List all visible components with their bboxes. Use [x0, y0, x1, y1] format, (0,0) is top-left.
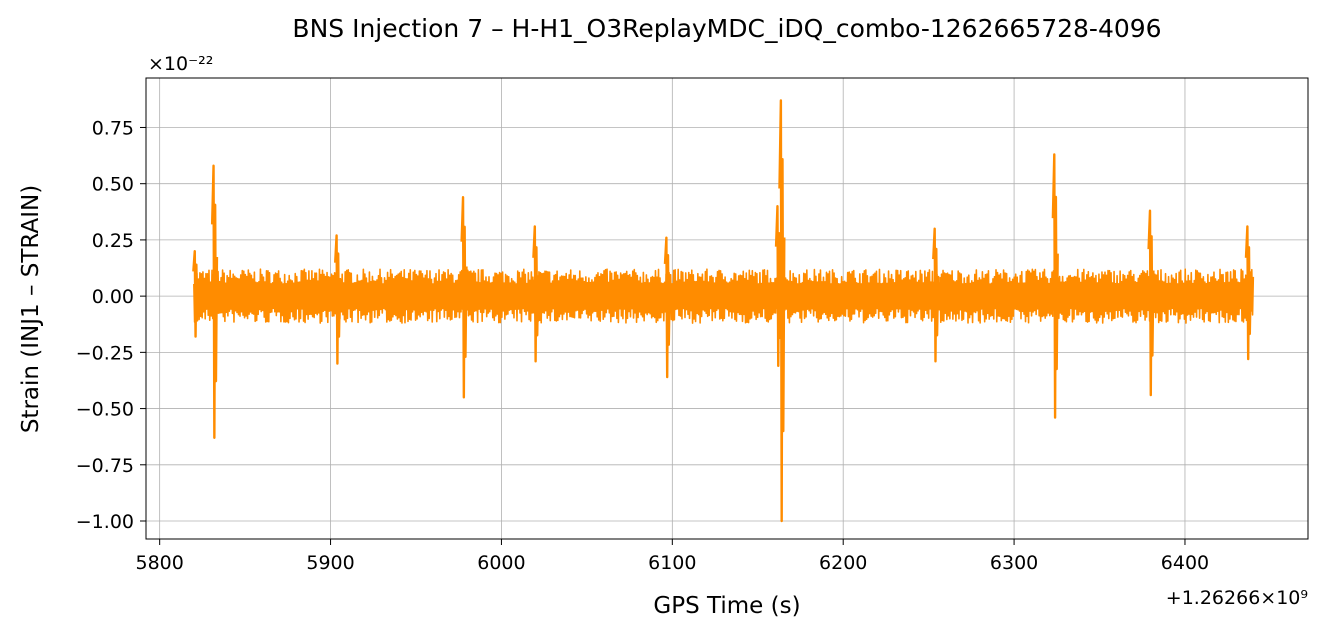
y-tick-label: −1.00	[76, 511, 134, 533]
glitch-spike	[1244, 225, 1252, 361]
y-scale-label: ×10⁻²²	[148, 53, 213, 75]
x-tick-label: 6400	[1161, 552, 1209, 574]
glitch-spike	[1051, 153, 1059, 419]
y-tick-label: −0.75	[76, 455, 134, 477]
y-tick-label: 0.75	[92, 117, 134, 139]
glitch-spike	[460, 195, 468, 399]
glitch-spike	[532, 225, 540, 363]
y-axis: −1.00 −0.75 −0.50 −0.25 0.00 0.25 0.50 0.75	[76, 117, 146, 533]
glitch-spike	[210, 164, 219, 439]
y-axis-label: Strain (INJ1 – STRAIN)	[18, 185, 44, 433]
x-tick-label: 6100	[648, 552, 696, 574]
x-tick-label: 5800	[135, 552, 183, 574]
x-axis-label: GPS Time (s)	[653, 593, 800, 619]
y-tick-label: 0.00	[92, 286, 134, 308]
glitch-spike	[663, 236, 671, 379]
axes-frame	[145, 77, 1309, 540]
glitch-spike	[1147, 209, 1155, 397]
x-tick-label: 5900	[306, 552, 354, 574]
series-line	[193, 268, 1255, 324]
x-offset-label: +1.26266×10⁹	[1166, 587, 1308, 609]
x-axis: 5800 5900 6000 6100 6200 6300 6400	[135, 539, 1209, 574]
glitch-spike	[774, 204, 783, 368]
chart-title: BNS Injection 7 – H-H1_O3ReplayMDC_iDQ_c…	[292, 14, 1161, 43]
x-tick-label: 6000	[477, 552, 525, 574]
glitch-spike	[778, 99, 786, 523]
plot-area	[192, 99, 1255, 523]
x-tick-label: 6300	[990, 552, 1038, 574]
y-tick-label: 0.25	[92, 230, 134, 252]
glitch-spike	[932, 227, 940, 363]
y-tick-label: −0.25	[76, 342, 134, 364]
glitch-spike	[192, 249, 200, 338]
glitch-spike	[333, 234, 342, 365]
x-tick-label: 6200	[819, 552, 867, 574]
y-tick-label: 0.50	[92, 174, 134, 196]
y-tick-label: −0.50	[76, 399, 134, 421]
